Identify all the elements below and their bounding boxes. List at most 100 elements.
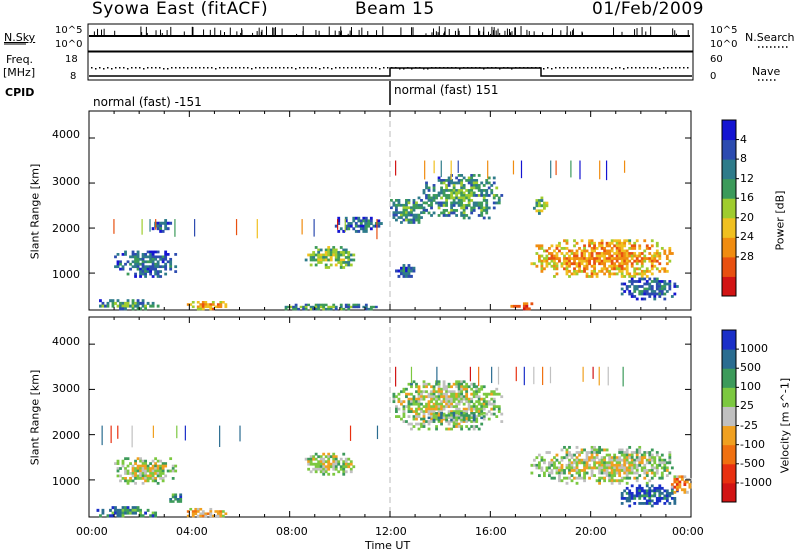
echo-cell — [149, 257, 153, 261]
echo-cell — [131, 467, 135, 470]
echo-cell — [660, 476, 664, 480]
echo-streak — [512, 160, 515, 175]
echo-cell — [415, 206, 418, 210]
echo-cell — [620, 466, 624, 470]
echo-cell — [550, 461, 554, 465]
echo-cell — [658, 280, 662, 283]
echo-cell — [570, 466, 574, 470]
echo-cell — [344, 465, 348, 469]
echo-cell — [537, 474, 541, 478]
echo-cell — [154, 457, 158, 461]
echo-cell — [470, 425, 474, 428]
echo-cell — [638, 292, 642, 296]
echo-cell — [139, 262, 142, 266]
echo-cell — [146, 477, 150, 480]
echo-cell — [445, 390, 448, 394]
echo-cell — [470, 387, 474, 391]
echo-cell — [535, 463, 539, 467]
echo-cell — [613, 262, 617, 266]
echo-cell — [640, 257, 644, 261]
freq-dot — [111, 68, 113, 70]
echo-cell — [395, 410, 398, 414]
echo-cell — [573, 239, 576, 243]
power-colorbar — [721, 119, 739, 297]
echo-cell — [595, 257, 599, 261]
echo-cell — [339, 261, 343, 264]
echo-cell — [395, 269, 398, 273]
echo-cell — [462, 418, 466, 422]
echo-cell — [442, 385, 446, 389]
echo-cell — [141, 304, 145, 308]
echo-cell — [397, 415, 401, 418]
echo-cell — [475, 387, 479, 391]
echo-cell — [440, 407, 443, 411]
echo-cell — [625, 448, 629, 452]
echo-cell — [635, 463, 639, 467]
echo-cell — [146, 260, 150, 264]
echo-cell — [415, 397, 418, 401]
echo-cell — [445, 402, 448, 406]
nsky-tick-bottom: 10^0 — [55, 39, 83, 50]
echo-cell — [598, 244, 601, 248]
echo-cell — [124, 301, 127, 305]
echo-cell — [623, 463, 627, 467]
echo-cell — [347, 465, 351, 469]
freq-dot — [139, 67, 141, 69]
echo-cell — [658, 254, 662, 258]
echo-cell — [540, 269, 544, 273]
echo-cell — [415, 218, 418, 222]
echo-cell — [648, 491, 652, 495]
echo-cell — [620, 292, 624, 296]
echo-cell — [159, 464, 163, 468]
echo-cell — [319, 467, 323, 471]
echo-cell — [209, 510, 213, 513]
echo-cell — [573, 476, 576, 480]
echo-cell — [450, 189, 454, 192]
echo-cell — [477, 407, 481, 411]
freq-dot — [683, 67, 685, 69]
echo-cell — [337, 470, 341, 474]
echo-cell — [650, 239, 654, 243]
echo-cell — [640, 466, 644, 470]
echo-cell — [608, 476, 612, 480]
echo-cell — [668, 453, 672, 457]
echo-cell — [477, 186, 481, 190]
echo-cell — [628, 290, 632, 293]
echo-cell — [490, 191, 494, 195]
echo-cell — [658, 496, 662, 500]
cpid-segment-2: normal (fast) 151 — [394, 83, 499, 97]
echo-cell — [590, 471, 594, 475]
echo-cell — [628, 466, 632, 470]
echo-streak — [478, 366, 480, 387]
echo-cell — [472, 186, 476, 190]
echo-cell — [329, 305, 333, 309]
echo-cell — [139, 472, 142, 475]
echo-cell — [623, 469, 627, 472]
echo-cell — [640, 290, 644, 293]
echo-cell — [435, 390, 438, 394]
echo-cell — [623, 259, 627, 263]
echo-cell — [588, 456, 591, 460]
echo-cell — [312, 467, 316, 471]
echo-cell — [625, 267, 629, 271]
echo-cell — [442, 405, 446, 409]
echo-cell — [402, 203, 406, 207]
echo-cell — [655, 244, 659, 248]
echo-cell — [598, 252, 601, 255]
echo-cell — [472, 405, 476, 409]
nsky-label: N.Sky — [4, 31, 36, 44]
echo-cell — [543, 458, 546, 462]
echo-cell — [410, 213, 413, 217]
echo-cell — [334, 455, 338, 459]
echo-cell — [116, 474, 120, 478]
echo-cell — [450, 209, 454, 212]
echo-cell — [548, 252, 551, 255]
echo-cell — [432, 392, 436, 396]
echo-cell — [585, 471, 589, 475]
echo-cell — [623, 254, 627, 258]
echo-cell — [578, 461, 581, 465]
echo-cell — [462, 176, 466, 180]
echo-cell — [352, 258, 356, 262]
echo-cell — [625, 471, 629, 475]
